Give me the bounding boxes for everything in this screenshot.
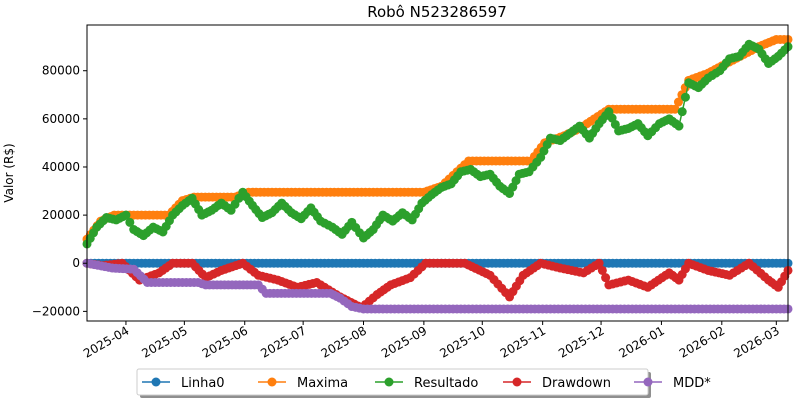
legend-item: Drawdown [503, 376, 611, 391]
legend-item: Maxima [258, 376, 348, 391]
data-point [125, 217, 135, 227]
legend-label: Drawdown [542, 376, 611, 391]
y-tick-label: 60000 [42, 112, 80, 126]
legend-label: Resultado [414, 376, 478, 391]
data-point [673, 97, 683, 107]
legend-label: Linha0 [181, 376, 225, 391]
legend-marker [267, 377, 277, 387]
data-point [121, 210, 131, 220]
data-point [680, 92, 690, 102]
legend-item: Resultado [375, 376, 478, 391]
y-tick-label: −20000 [32, 304, 80, 318]
x-tick-label: 2025-11 [498, 323, 548, 360]
legend-items: Linha0 Maxima Resultado Drawdown MDD* [142, 376, 711, 391]
y-tick-label: 20000 [42, 208, 80, 222]
legend-label: MDD* [673, 376, 711, 391]
y-tick-label: 40000 [42, 160, 80, 174]
legend-item: Linha0 [142, 376, 225, 391]
data-point [670, 104, 680, 114]
x-tick-label: 2025-08 [319, 323, 369, 360]
data-point [674, 121, 684, 131]
data-point [597, 265, 607, 275]
series-line [86, 43, 789, 245]
x-tick-label: 2026-03 [731, 323, 781, 360]
y-tick-label: 0 [72, 256, 80, 270]
legend-marker [512, 377, 522, 387]
x-tick-label: 2025-04 [81, 323, 131, 360]
x-tick-label: 2026-02 [677, 323, 727, 360]
legend-marker [384, 377, 394, 387]
data-point [677, 107, 687, 117]
legend-marker [151, 377, 161, 387]
chart-title: Robô N523286597 [367, 3, 507, 21]
series-maxima [82, 34, 793, 244]
x-tick-label: 2025-05 [139, 323, 189, 360]
data-point [594, 258, 604, 268]
series-mdd- [82, 258, 793, 314]
series-layer [82, 34, 793, 314]
x-tick-label: 2026-01 [617, 323, 667, 360]
x-tick-label: 2025-07 [258, 323, 308, 360]
legend: Linha0 Maxima Resultado Drawdown MDD* [136, 368, 711, 398]
legend-marker [643, 377, 653, 387]
legend-label: Maxima [297, 376, 348, 391]
x-tick-label: 2025-10 [437, 323, 487, 360]
x-axis: 2025-04 2025-05 2025-06 2025-07 2025-08 2025-… [81, 321, 782, 361]
legend-item: MDD* [634, 376, 711, 391]
series-resultado [82, 39, 793, 249]
y-axis-label: Valor (R$) [2, 143, 16, 202]
x-tick-label: 2025-06 [200, 323, 250, 360]
x-tick-label: 2025-09 [379, 323, 429, 360]
plot-frame [86, 24, 789, 322]
x-tick-label: 2025-12 [556, 323, 606, 360]
y-tick-label: 80000 [42, 64, 80, 78]
data-point [601, 273, 611, 283]
y-axis: −20000 0 20000 40000 60000 80000 [32, 64, 87, 318]
series-line [86, 38, 788, 240]
